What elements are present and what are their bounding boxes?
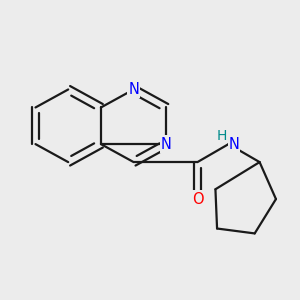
Text: N: N	[128, 82, 139, 97]
Text: H: H	[217, 129, 227, 143]
Text: O: O	[192, 192, 203, 207]
Text: N: N	[229, 136, 239, 152]
Text: N: N	[161, 136, 172, 152]
